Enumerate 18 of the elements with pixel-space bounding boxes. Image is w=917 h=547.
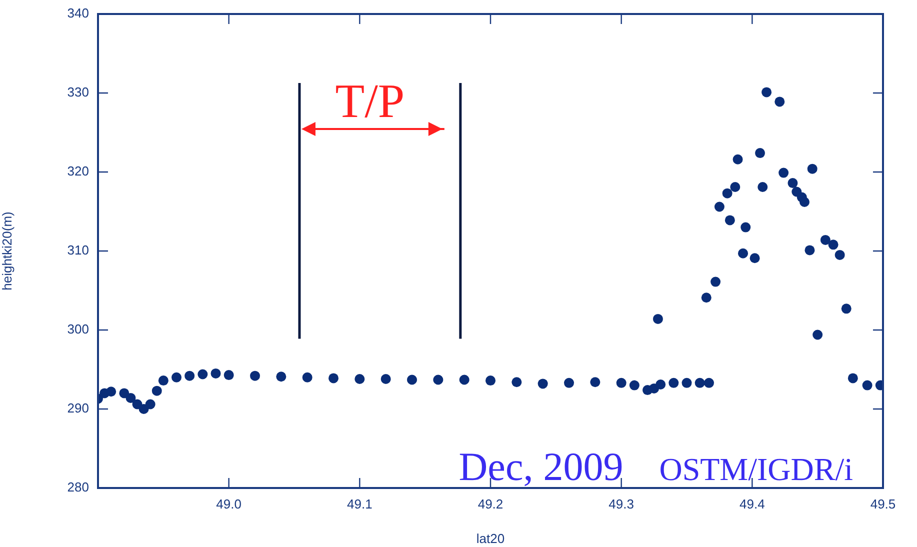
y-tick-label: 300 xyxy=(67,322,89,337)
annotation: T/P xyxy=(335,75,405,128)
x-tick-label: 49.0 xyxy=(216,496,242,512)
y-tick-label: 290 xyxy=(67,400,89,416)
y-tick-label: 340 xyxy=(67,6,89,21)
x-tick-label: 49.3 xyxy=(608,496,634,512)
x-tick-label: 49.4 xyxy=(740,496,765,512)
annotation: OSTM/IGDR/i xyxy=(659,451,854,487)
x-tick-label: 49.1 xyxy=(347,496,372,512)
x-axis-title: lat20 xyxy=(476,530,505,546)
y-axis-title: heightki20(m) xyxy=(0,212,14,290)
x-tick-label: 49.5 xyxy=(870,496,896,512)
y-tick-label: 280 xyxy=(67,480,89,495)
annotation: Dec, 2009 xyxy=(458,444,624,489)
y-tick-label: 320 xyxy=(67,164,89,179)
y-tick-label: 330 xyxy=(67,84,89,100)
x-tick-label: 49.2 xyxy=(478,496,504,512)
y-tick-label: 310 xyxy=(67,242,89,258)
